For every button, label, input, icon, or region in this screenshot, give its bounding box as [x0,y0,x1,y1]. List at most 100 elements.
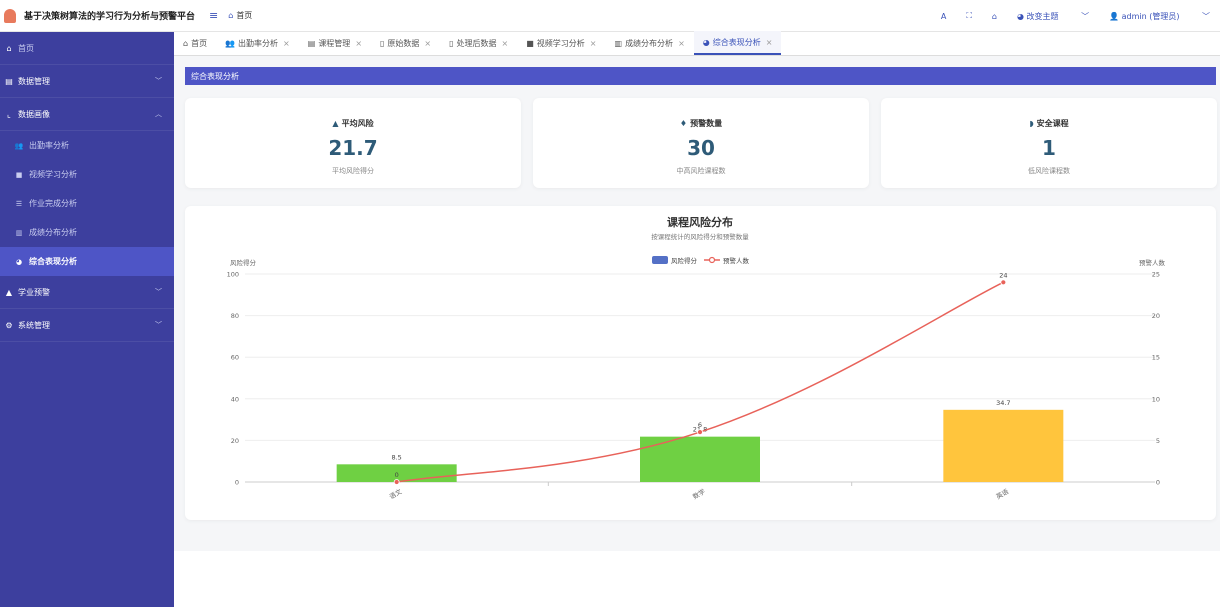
sidebar-subitem-homework[interactable]: ☰ 作业完成分析 [0,189,174,218]
theme-switcher[interactable]: ◕ 改变主题 ﹀ [1017,11,1090,21]
chart-line-icon: ⌞ [7,109,11,119]
y-tick-right: 20 [1152,312,1160,320]
home-icon: ⌂ [6,43,12,53]
card-title: 安全课程 [1036,119,1069,128]
card-subtitle: 低风险课程数 [1028,167,1070,175]
tabs-bar: ⌂ 首页 👥 出勤率分析 × ▤ 课程管理 × ▯ 原始数据 × ▯ 处理后数据 × ■ 视频学习分… [174,31,1220,56]
fullscreen-icon[interactable]: ⛶ [966,11,972,20]
y-tick-left: 0 [235,479,239,487]
tab-label: 出勤率分析 [238,38,279,48]
tab-raw-data[interactable]: ▯ 原始数据 × [371,31,440,55]
legend-swatch-bar [652,256,668,264]
breadcrumb[interactable]: ⌂ 首页 [228,10,252,21]
sidebar-item-system[interactable]: ⚙ 系统管理 ﹀ [0,309,174,342]
tab-processed-data[interactable]: ▯ 处理后数据 × [440,31,517,55]
home-icon: ⌂ [183,38,189,48]
tab-course[interactable]: ▤ 课程管理 × [299,31,371,55]
user-label: admin (管理员) [1121,11,1180,21]
tab-label: 课程管理 [318,38,351,48]
close-icon[interactable]: × [501,38,509,48]
line-point [697,429,703,435]
close-icon[interactable]: × [589,38,597,48]
close-icon[interactable]: × [283,38,290,48]
sidebar-subitem-label: 出勤率分析 [29,141,69,150]
sidebar-item-label: 系统管理 [18,320,50,330]
chart-card: 课程风险分布 按课程统计的风险得分和预警数量 风险得分 预警人数 风险得分 预警人数 0 20… [185,206,1216,520]
bar [640,436,760,482]
tab-label: 首页 [191,38,208,48]
menu-toggle-icon[interactable]: ≡ [209,9,219,22]
tab-label: 视频学习分析 [536,38,585,48]
sidebar-subitem-video[interactable]: ■ 视频学习分析 [0,160,174,189]
breadcrumb-home: 首页 [236,11,253,20]
sidebar-subitem-grades[interactable]: ▥ 成绩分布分析 [0,218,174,247]
main-content: 综合表现分析 ▲ 平均风险 21.7 平均风险得分 ♦ 预警数量 30 中高风险课程… [174,56,1220,551]
sidebar: ⌂ 首页 ▤ 数据管理 ﹀ ⌞ 数据画像 ︿ 👥 出勤率分析 ■ 视频学习分析 ☰ 作业完成分析… [0,32,174,607]
tab-label: 原始数据 [387,38,420,48]
bar-chart-icon: ▥ [15,228,23,237]
book-icon: ▤ [307,38,316,48]
home-nav-icon[interactable]: ⌂ [991,11,997,21]
close-icon[interactable]: × [355,38,363,48]
video-icon: ■ [15,170,23,179]
shield-icon: ◗ [1029,119,1034,128]
bar [943,409,1064,482]
y-tick-right: 15 [1152,354,1160,362]
x-tick-label: 数学 [691,486,707,501]
close-icon[interactable]: × [765,37,773,47]
top-bar: 基于决策树算法的学习行为分析与预警平台 ≡ ⌂ 首页 A ⛶ ⌂ ◕ 改变主题 … [0,0,1220,32]
bar-chart-icon: ▥ [614,38,623,48]
legend-marker [708,256,716,264]
sidebar-item-warning[interactable]: ▲ 学业预警 ﹀ [0,276,174,309]
line-point [1000,279,1007,286]
chevron-down-icon: ﹀ [155,288,162,296]
user-menu[interactable]: 👤 admin (管理员) ﹀ [1109,11,1210,21]
footer-area [174,551,1220,607]
card-subtitle: 中高风险课程数 [676,167,726,175]
y-axis-left-label: 风险得分 [230,258,257,267]
font-size-button[interactable]: A [940,11,947,21]
sidebar-item-data-profile[interactable]: ⌞ 数据画像 ︿ [0,98,174,131]
close-icon[interactable]: × [424,38,432,48]
sidebar-subitem-overall[interactable]: ◕ 综合表现分析 [0,247,174,276]
y-tick-left: 40 [231,395,239,403]
card-value: 1 [1042,136,1056,160]
database-icon: ▤ [5,76,13,86]
tab-grades[interactable]: ▥ 成绩分布分析 × [606,31,694,55]
line-value-label: 6 [698,421,702,429]
bar-value-label: 8.5 [391,453,401,461]
tab-home[interactable]: ⌂ 首页 [174,31,216,55]
app-title: 基于决策树算法的学习行为分析与预警平台 [24,12,196,22]
tab-label: 成绩分布分析 [625,38,674,48]
chevron-down-icon: ﹀ [155,77,162,85]
sidebar-subitem-label: 综合表现分析 [29,257,77,266]
tab-label: 处理后数据 [456,38,497,48]
sidebar-item-label: 数据画像 [18,109,50,119]
pie-chart-icon: ◕ [15,257,23,266]
sidebar-item-data-management[interactable]: ▤ 数据管理 ﹀ [0,65,174,98]
section-title: 综合表现分析 [185,67,1216,85]
tab-attendance[interactable]: 👥 出勤率分析 × [216,31,299,55]
sidebar-item-home[interactable]: ⌂ 首页 [0,32,174,65]
y-tick-left: 20 [231,437,239,445]
sidebar-subitem-label: 视频学习分析 [29,170,77,179]
sidebar-subitem-attendance[interactable]: 👥 出勤率分析 [0,131,174,160]
y-tick-right: 10 [1152,395,1160,403]
tab-label: 综合表现分析 [712,37,761,47]
y-tick-left: 100 [227,271,239,279]
stat-card-warnings: ♦ 预警数量 30 中高风险课程数 [533,98,869,188]
close-icon[interactable]: × [678,38,685,48]
chevron-down-icon: ﹀ [155,321,162,329]
pie-chart-icon: ◕ [702,37,710,47]
home-icon: ⌂ [228,11,234,20]
y-tick-left: 80 [231,312,239,320]
y-tick-right: 25 [1152,271,1160,279]
tab-overall[interactable]: ◕ 综合表现分析 × [693,31,782,55]
theme-label: 改变主题 [1026,11,1059,21]
sidebar-subitem-label: 成绩分布分析 [29,228,77,237]
line-value-label: 24 [999,271,1007,279]
stat-card-avg-risk: ▲ 平均风险 21.7 平均风险得分 [185,98,521,188]
sidebar-item-label: 首页 [18,43,34,53]
tab-video[interactable]: ■ 视频学习分析 × [517,31,605,55]
